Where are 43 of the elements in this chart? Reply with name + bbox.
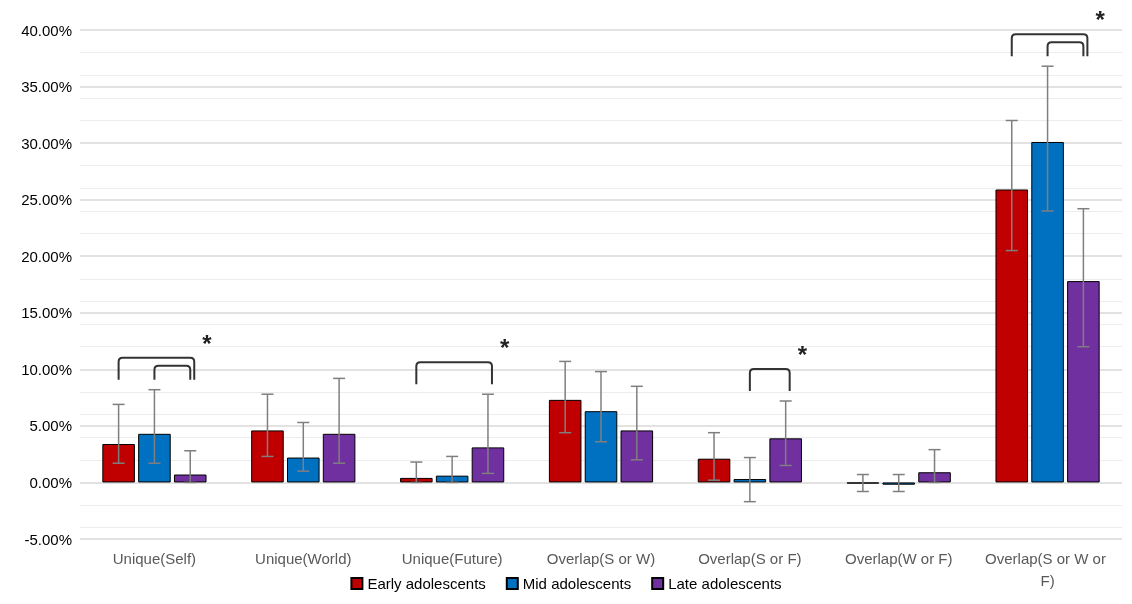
annotation: * xyxy=(1095,6,1106,34)
bar xyxy=(918,472,951,483)
y-tick-label: -5.00% xyxy=(24,530,72,548)
bar xyxy=(435,475,469,483)
x-tick-label: Unique(World) xyxy=(255,549,352,567)
bar xyxy=(1067,281,1100,483)
bar xyxy=(1031,141,1064,483)
legend-label: Early adolescents xyxy=(367,575,486,592)
bar xyxy=(769,438,802,483)
bar xyxy=(251,430,284,483)
x-tick-label: Overlap(S or W) xyxy=(546,549,656,567)
bar xyxy=(620,430,654,483)
bar xyxy=(584,411,618,483)
bar xyxy=(400,477,433,483)
bar xyxy=(733,479,767,483)
bar xyxy=(138,433,171,483)
bar xyxy=(173,474,207,483)
bar xyxy=(995,189,1029,483)
legend-label: Mid adolescents xyxy=(522,575,632,592)
bar xyxy=(697,458,731,483)
y-tick-label: 20.00% xyxy=(21,247,72,265)
y-tick-label: 40.00% xyxy=(21,21,72,39)
y-tick-label: 5.00% xyxy=(29,417,72,435)
y-tick-label: 10.00% xyxy=(21,360,72,378)
legend-label: Late adolescents xyxy=(668,575,782,592)
y-tick-label: 25.00% xyxy=(21,191,72,209)
annotation: * xyxy=(499,334,510,362)
bar xyxy=(102,443,135,483)
bar xyxy=(287,457,320,483)
annotation: * xyxy=(797,341,808,368)
bar xyxy=(471,447,505,483)
y-tick-label: 15.00% xyxy=(21,304,72,322)
x-tick-label: Unique(Self) xyxy=(112,549,197,567)
y-tick-label: 0.00% xyxy=(29,473,72,491)
x-tick-label: Unique(Future) xyxy=(401,549,503,567)
bar xyxy=(548,399,582,483)
y-tick-label: 30.00% xyxy=(21,134,72,152)
bar xyxy=(322,433,356,483)
x-tick-label: Overlap(S or W or F) xyxy=(985,549,1111,589)
x-tick-label: Overlap(W or F) xyxy=(844,549,953,567)
y-tick-label: 35.00% xyxy=(21,78,72,96)
x-tick-label: Overlap(S or F) xyxy=(698,549,802,567)
annotation: * xyxy=(202,329,213,357)
